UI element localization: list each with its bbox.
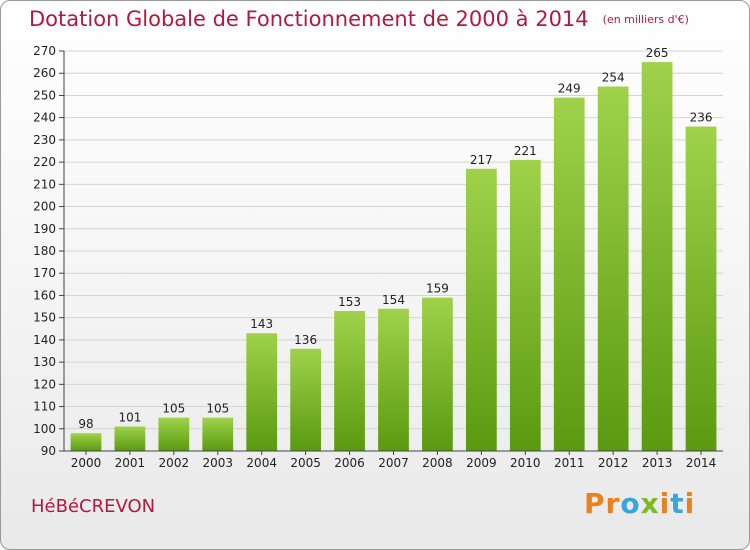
chart-title: Dotation Globale de Fonctionnement de 20… xyxy=(29,7,689,31)
bar-2009 xyxy=(465,168,497,451)
data-labels: 98 101 105 105 143 136 153 154 159 217 221 249 254 26… xyxy=(78,46,712,431)
bar-2004 xyxy=(246,333,278,451)
bar-2002 xyxy=(158,417,190,451)
y-tick-label: 220 xyxy=(33,155,56,169)
x-tick-label-2014: 2014 xyxy=(686,456,717,470)
x-tick-label-2002: 2002 xyxy=(159,456,190,470)
x-tick-label-2009: 2009 xyxy=(466,456,497,470)
x-tick-label-2000: 2000 xyxy=(71,456,102,470)
data-label-2011: 249 xyxy=(558,82,581,96)
logo-letter: r xyxy=(605,487,621,520)
data-label-2001: 101 xyxy=(118,411,141,425)
data-label-2004: 143 xyxy=(250,317,273,331)
x-tick-label-2013: 2013 xyxy=(642,456,673,470)
chart-subtitle: (en milliers d'€) xyxy=(602,13,689,26)
bar-2012 xyxy=(597,86,629,452)
y-tick-label: 160 xyxy=(33,288,56,302)
data-label-2007: 154 xyxy=(382,293,405,307)
data-label-2006: 153 xyxy=(338,295,361,309)
x-tick-label-2001: 2001 xyxy=(115,456,146,470)
bars xyxy=(70,62,717,452)
bar-2007 xyxy=(378,308,409,451)
y-tick-label: 140 xyxy=(33,333,56,347)
y-tick-label: 240 xyxy=(33,111,56,125)
bar-2010 xyxy=(509,159,541,451)
data-label-2012: 254 xyxy=(602,71,625,85)
x-tick-label-2005: 2005 xyxy=(290,456,321,470)
x-tick-label-2007: 2007 xyxy=(378,456,409,470)
proxiti-logo[interactable]: Proxiti xyxy=(584,487,695,520)
logo-letter: o xyxy=(620,487,641,520)
y-tick-label: 110 xyxy=(33,400,56,414)
y-tick-label: 190 xyxy=(33,222,56,236)
data-label-2009: 217 xyxy=(470,153,493,167)
y-tick-label: 270 xyxy=(33,44,56,58)
data-label-2000: 98 xyxy=(78,417,93,431)
logo-letter: i xyxy=(659,487,671,520)
y-tick-label: 260 xyxy=(33,66,56,80)
bar-2008 xyxy=(422,297,453,451)
logo-letter: t xyxy=(670,487,685,520)
bar-2005 xyxy=(290,348,322,451)
y-tick-label: 170 xyxy=(33,266,56,280)
bar-2003 xyxy=(202,417,234,451)
y-tick-label: 120 xyxy=(33,377,56,391)
x-tick-label-2006: 2006 xyxy=(334,456,365,470)
x-tick-label-2003: 2003 xyxy=(202,456,233,470)
x-tick-label-2004: 2004 xyxy=(246,456,277,470)
y-tick-label: 180 xyxy=(33,244,56,258)
y-tick-label: 100 xyxy=(33,422,56,436)
logo-letter: x xyxy=(640,487,660,520)
y-tick-label: 210 xyxy=(33,177,56,191)
chart-title-text: Dotation Globale de Fonctionnement de 20… xyxy=(29,7,589,31)
y-tick-label: 200 xyxy=(33,200,56,214)
data-label-2014: 236 xyxy=(690,111,713,125)
bar-2014 xyxy=(685,126,717,452)
data-label-2013: 265 xyxy=(646,46,669,60)
y-tick-label: 230 xyxy=(33,133,56,147)
bar-2011 xyxy=(553,97,585,452)
bar-2001 xyxy=(114,426,146,451)
x-tick-label-2010: 2010 xyxy=(510,456,541,470)
x-tick-label-2008: 2008 xyxy=(422,456,453,470)
y-tick-label: 90 xyxy=(41,444,56,458)
y-tick-label: 150 xyxy=(33,311,56,325)
data-label-2002: 105 xyxy=(162,402,185,416)
logo-letter: i xyxy=(684,487,696,520)
data-label-2008: 159 xyxy=(426,282,449,296)
y-tick-label: 250 xyxy=(33,88,56,102)
x-tick-label-2011: 2011 xyxy=(554,456,585,470)
y-tick-label: 130 xyxy=(33,355,56,369)
bar-2000 xyxy=(70,433,102,451)
bar-2013 xyxy=(641,62,673,451)
logo-letter: P xyxy=(584,487,606,520)
data-label-2010: 221 xyxy=(514,144,537,158)
axes: 90 100 110 120 130 140 150 160 170 180 190 200 210 22… xyxy=(33,44,723,470)
data-label-2003: 105 xyxy=(206,402,229,416)
x-tick-label-2012: 2012 xyxy=(598,456,629,470)
data-label-2005: 136 xyxy=(294,333,317,347)
town-name: HéBéCREVON xyxy=(31,496,156,517)
bar-2006 xyxy=(334,311,365,451)
